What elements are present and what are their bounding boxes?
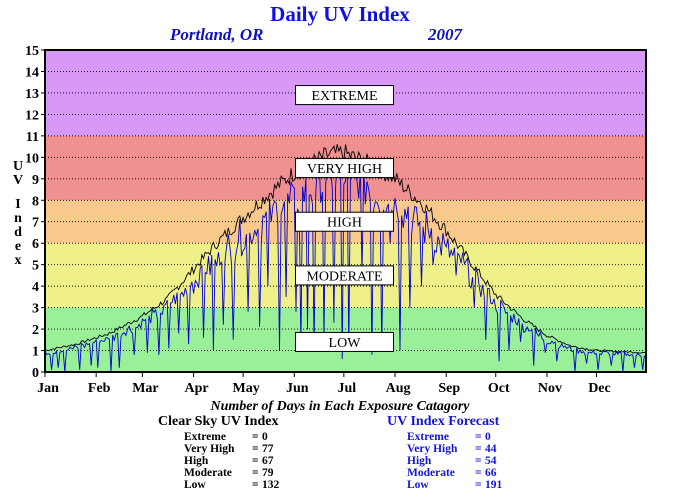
x-tick-label: Sep xyxy=(438,381,460,396)
category-label-extreme: EXTREME xyxy=(311,89,377,104)
forecast-row-value: 66 xyxy=(485,467,497,479)
y-tick-label: 7 xyxy=(32,216,39,231)
forecast-row-equals: = xyxy=(475,443,482,455)
clear-sky-row: Extreme = 0 xyxy=(184,431,292,443)
forecast-stats: UV Index Forecast Extreme = 0 Very High = 44 H… xyxy=(387,414,515,491)
clear-sky-row-label: Extreme xyxy=(184,431,226,443)
y-tick-label: 13 xyxy=(25,87,39,102)
x-tick-label: Jul xyxy=(338,381,357,396)
y-axis-label-char: d xyxy=(14,225,22,240)
category-label-moderate: MODERATE xyxy=(306,269,382,284)
y-axis-label-char: U xyxy=(12,159,24,174)
x-tick-label: Jan xyxy=(37,381,59,396)
forecast-series-line xyxy=(44,158,647,373)
clear-sky-row-value: 132 xyxy=(262,479,280,491)
clear-sky-row-value: 0 xyxy=(262,431,268,443)
clear-sky-row-label: High xyxy=(184,455,209,467)
forecast-row-value: 44 xyxy=(485,443,497,455)
category-box-very-high xyxy=(295,158,394,179)
forecast-row-equals: = xyxy=(475,479,482,491)
forecast-row-equals: = xyxy=(475,431,482,443)
clear-sky-row-label: Low xyxy=(184,479,206,491)
forecast-row-value: 54 xyxy=(485,455,497,467)
y-tick-label: 4 xyxy=(32,280,39,295)
category-label-very-high: VERY HIGH xyxy=(307,162,382,177)
y-axis-label-char: x xyxy=(14,253,22,268)
y-axis-label-char: I xyxy=(15,197,21,212)
forecast-row-value: 0 xyxy=(485,431,491,443)
y-tick-label: 8 xyxy=(32,194,39,209)
x-tick-label: Dec xyxy=(588,381,611,396)
clear-sky-row-equals: = xyxy=(252,467,259,479)
clear-sky-row: Very High = 77 xyxy=(184,443,292,455)
forecast-row: Very High = 44 xyxy=(407,443,515,455)
y-axis-label-char: V xyxy=(12,173,24,188)
clear-sky-row-equals: = xyxy=(252,443,259,455)
location-label: Portland, OR xyxy=(170,25,264,44)
year-label: 2007 xyxy=(428,25,462,44)
y-tick-label: 11 xyxy=(26,130,39,145)
clear-sky-series-line xyxy=(44,144,646,354)
y-tick-label: 3 xyxy=(32,302,39,317)
clear-sky-row-equals: = xyxy=(252,455,259,467)
forecast-row-equals: = xyxy=(475,467,482,479)
x-tick-label: Apr xyxy=(185,381,209,396)
x-tick-label: Mar xyxy=(132,381,158,396)
y-tick-label: 5 xyxy=(32,259,39,274)
x-tick-label: Jun xyxy=(286,381,309,396)
x-tick-label: May xyxy=(233,381,260,396)
forecast-row-value: 191 xyxy=(485,479,503,491)
forecast-row-label: Low xyxy=(407,479,429,491)
forecast-row: Moderate = 66 xyxy=(407,467,515,479)
forecast-row-equals: = xyxy=(475,455,482,467)
category-box-moderate xyxy=(295,265,394,286)
category-box-extreme xyxy=(295,85,394,106)
x-tick-label: Oct xyxy=(488,381,510,396)
chart-title: Daily UV Index xyxy=(270,2,410,26)
plot-frame xyxy=(44,49,647,373)
y-tick-label: 6 xyxy=(32,237,39,252)
clear-sky-stats-title: Clear Sky UV Index xyxy=(158,414,279,429)
clear-sky-row-value: 79 xyxy=(262,467,274,479)
y-tick-label: 1 xyxy=(32,345,39,360)
forecast-stats-title: UV Index Forecast xyxy=(387,414,500,429)
y-axis-label-char: e xyxy=(14,239,22,254)
clear-sky-row: Low = 132 xyxy=(184,479,292,491)
y-tick-label: 10 xyxy=(25,151,39,166)
x-tick-label: Nov xyxy=(538,381,562,396)
clear-sky-stats: Clear Sky UV Index Extreme = 0 Very High = 77… xyxy=(158,414,292,491)
forecast-row-label: Very High xyxy=(407,443,458,455)
clear-sky-row-equals: = xyxy=(252,431,259,443)
category-label-high: HIGH xyxy=(327,216,362,231)
category-box-low xyxy=(295,331,394,352)
y-tick-label: 14 xyxy=(25,65,39,80)
y-tick-label: 15 xyxy=(25,44,39,59)
forecast-row-label: High xyxy=(407,455,432,467)
category-box-high xyxy=(295,211,394,232)
forecast-row: Extreme = 0 xyxy=(407,431,515,443)
clear-sky-row-equals: = xyxy=(252,479,259,491)
forecast-row: Low = 191 xyxy=(407,479,515,491)
clear-sky-row: High = 67 xyxy=(184,455,292,467)
x-tick-label: Feb xyxy=(88,381,111,396)
x-tick-label: Aug xyxy=(386,381,411,396)
forecast-row: High = 54 xyxy=(407,455,515,467)
clear-sky-row-value: 77 xyxy=(262,443,274,455)
y-tick-label: 2 xyxy=(32,323,39,338)
y-tick-label: 12 xyxy=(25,108,39,123)
forecast-row-label: Moderate xyxy=(407,467,455,479)
y-axis-label-char: n xyxy=(14,211,22,226)
clear-sky-row: Moderate = 79 xyxy=(184,467,292,479)
clear-sky-row-value: 67 xyxy=(262,455,274,467)
forecast-row-label: Extreme xyxy=(407,431,449,443)
y-tick-label: 0 xyxy=(32,366,39,381)
y-tick-label: 9 xyxy=(32,173,39,188)
category-label-low: LOW xyxy=(329,336,362,351)
stats-title: Number of Days in Each Exposure Catagory xyxy=(210,399,470,414)
clear-sky-row-label: Moderate xyxy=(184,467,232,479)
clear-sky-row-label: Very High xyxy=(184,443,235,455)
